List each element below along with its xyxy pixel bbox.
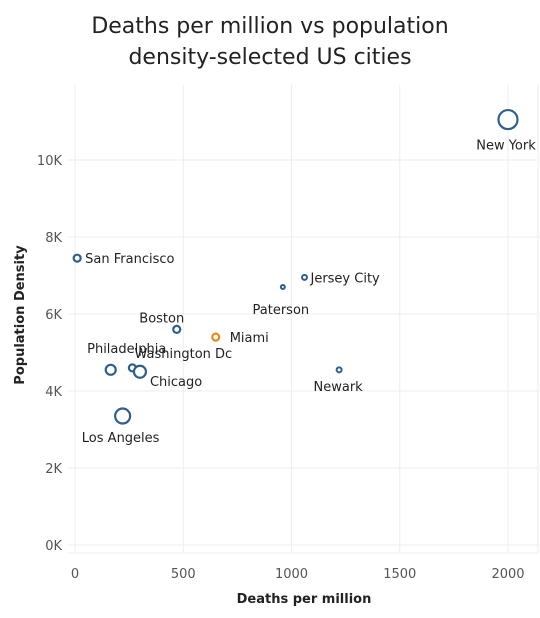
- data-point: [335, 366, 343, 374]
- point-labels: New York San Francisco Jersey City Paterson…: [82, 139, 536, 446]
- data-label: Washington Dc: [135, 347, 233, 362]
- data-label: Paterson: [253, 303, 310, 318]
- data-label: San Francisco: [85, 252, 174, 267]
- y-tick-label: 8K: [45, 231, 62, 246]
- x-tick-label: 500: [171, 567, 196, 582]
- data-point: [211, 332, 221, 342]
- chart-title-line-1: Deaths per million vs population: [91, 14, 448, 39]
- data-label: Miami: [230, 331, 269, 346]
- data-point: [104, 363, 117, 376]
- chart-title-line-2: density-selected US cities: [128, 45, 411, 70]
- data-label: Los Angeles: [82, 431, 160, 446]
- x-axis-ticks: 0 500 1000 1500 2000: [71, 567, 525, 582]
- data-label: Philadelphia: [87, 342, 166, 357]
- data-point: [114, 407, 132, 425]
- data-point: [300, 273, 308, 281]
- y-axis-ticks: 0K 2K 4K 6K 8K 10K: [37, 154, 63, 554]
- y-tick-label: 4K: [45, 385, 62, 400]
- data-label: Jersey City: [309, 271, 380, 286]
- y-axis-title: Population Density: [13, 245, 28, 385]
- data-point: [132, 364, 148, 379]
- data-label: New York: [476, 139, 536, 154]
- x-tick-label: 1000: [275, 567, 308, 582]
- data-label: Newark: [314, 380, 364, 395]
- data-label: Boston: [139, 311, 184, 326]
- data-point: [279, 284, 286, 291]
- x-tick-label: 0: [71, 567, 79, 582]
- x-tick-label: 2000: [491, 567, 524, 582]
- data-point: [72, 253, 82, 263]
- data-point: [497, 108, 519, 131]
- y-tick-label: 2K: [45, 462, 62, 477]
- x-axis-title: Deaths per million: [237, 592, 372, 607]
- data-points: [72, 108, 519, 425]
- y-tick-label: 6K: [45, 308, 62, 323]
- grid-lines: [68, 85, 539, 554]
- data-point: [172, 324, 182, 334]
- y-tick-label: 0K: [45, 539, 62, 554]
- x-tick-label: 1500: [383, 567, 416, 582]
- y-tick-label: 10K: [37, 154, 63, 169]
- data-label: Chicago: [150, 375, 202, 390]
